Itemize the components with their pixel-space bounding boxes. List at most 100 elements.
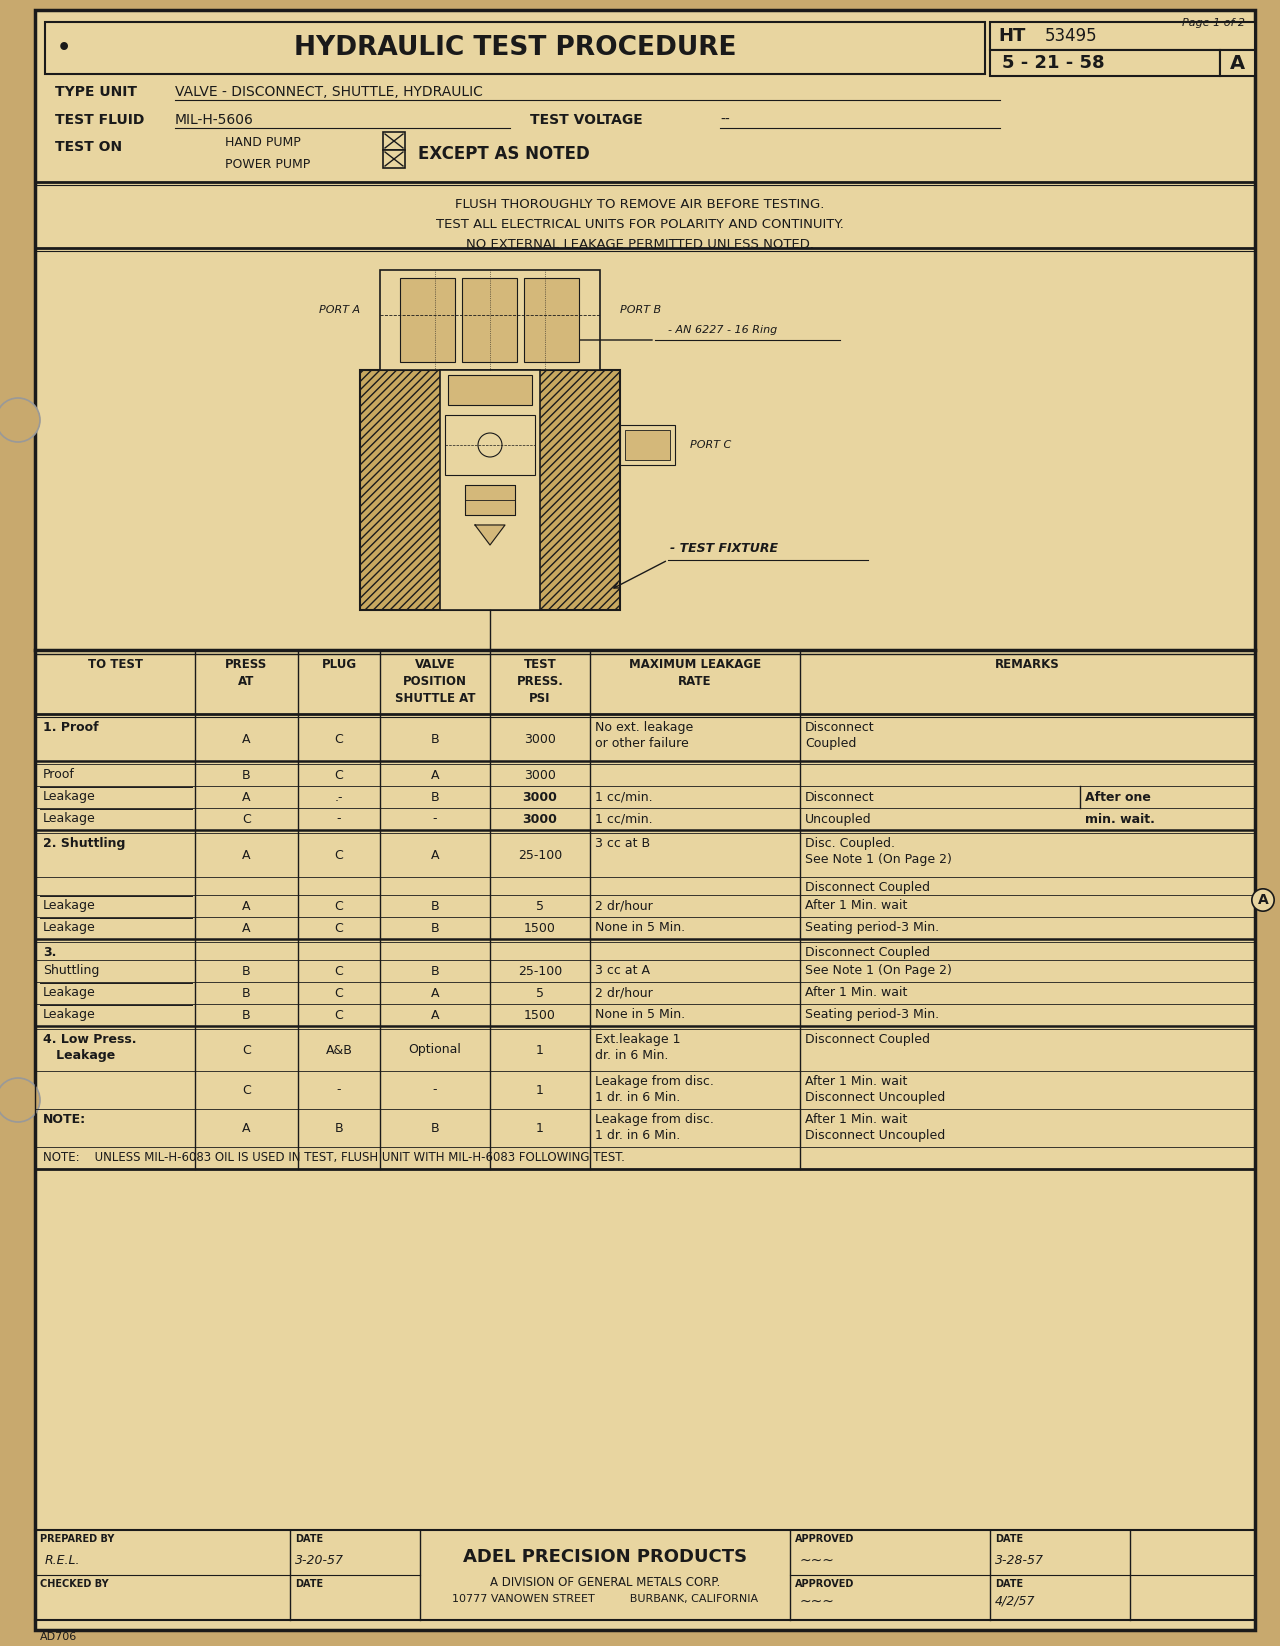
Text: - TEST FIXTURE: - TEST FIXTURE — [669, 542, 778, 555]
Text: 3-28-57: 3-28-57 — [995, 1554, 1044, 1567]
Text: ~~~: ~~~ — [800, 1554, 835, 1567]
Text: No ext. leakage
or other failure: No ext. leakage or other failure — [595, 721, 694, 751]
Text: B: B — [242, 769, 251, 782]
Text: B: B — [430, 965, 439, 978]
Text: -: - — [337, 813, 342, 826]
Text: 3-20-57: 3-20-57 — [294, 1554, 344, 1567]
Text: 2 dr/hour: 2 dr/hour — [595, 986, 653, 999]
Text: After 1 Min. wait
Disconnect Uncoupled: After 1 Min. wait Disconnect Uncoupled — [805, 1113, 945, 1142]
Text: TO TEST: TO TEST — [87, 658, 142, 672]
Text: DATE: DATE — [995, 1534, 1023, 1544]
Bar — [462, 278, 517, 362]
Text: PORT C: PORT C — [690, 439, 731, 449]
Text: Ext.leakage 1
dr. in 6 Min.: Ext.leakage 1 dr. in 6 Min. — [595, 1034, 681, 1062]
Circle shape — [0, 398, 40, 443]
Text: C: C — [334, 922, 343, 935]
Text: A&B: A&B — [325, 1044, 352, 1057]
Text: MAXIMUM LEAKAGE
RATE: MAXIMUM LEAKAGE RATE — [628, 658, 762, 688]
Text: Disconnect Coupled: Disconnect Coupled — [805, 881, 931, 894]
Bar — [399, 278, 454, 362]
Text: .-: .- — [335, 790, 343, 803]
Text: 5 - 21 - 58: 5 - 21 - 58 — [1002, 54, 1105, 72]
Text: 3000: 3000 — [522, 813, 557, 826]
Text: A: A — [242, 922, 251, 935]
Text: NOTE:    UNLESS MIL-H-6083 OIL IS USED IN TEST, FLUSH UNIT WITH MIL-H-6083 FOLLO: NOTE: UNLESS MIL-H-6083 OIL IS USED IN T… — [44, 1151, 625, 1164]
Text: --: -- — [719, 114, 730, 127]
Text: Leakage: Leakage — [44, 790, 96, 803]
Text: None in 5 Min.: None in 5 Min. — [595, 922, 685, 933]
Text: EXCEPT AS NOTED: EXCEPT AS NOTED — [419, 145, 590, 163]
Text: C: C — [334, 899, 343, 912]
Text: Leakage: Leakage — [44, 899, 96, 912]
Text: B: B — [242, 965, 251, 978]
Text: Optional: Optional — [408, 1044, 461, 1057]
Text: 1 cc/min.: 1 cc/min. — [595, 790, 653, 803]
Text: Seating period-3 Min.: Seating period-3 Min. — [805, 922, 940, 933]
Text: AD706: AD706 — [40, 1631, 77, 1643]
Text: Disconnect Coupled: Disconnect Coupled — [805, 946, 931, 960]
Text: VALVE
POSITION
SHUTTLE AT: VALVE POSITION SHUTTLE AT — [394, 658, 475, 704]
Text: CHECKED BY: CHECKED BY — [40, 1579, 109, 1588]
Text: B: B — [430, 732, 439, 746]
Text: ADEL PRECISION PRODUCTS: ADEL PRECISION PRODUCTS — [463, 1547, 748, 1565]
Text: 5: 5 — [536, 986, 544, 999]
Text: MIL-H-5606: MIL-H-5606 — [175, 114, 253, 127]
Text: DATE: DATE — [294, 1534, 323, 1544]
Text: ~~~: ~~~ — [800, 1595, 835, 1608]
Text: 3000: 3000 — [524, 769, 556, 782]
Text: R.E.L.: R.E.L. — [45, 1554, 81, 1567]
Text: A: A — [431, 848, 439, 861]
Text: HT: HT — [998, 26, 1025, 44]
Text: 1: 1 — [536, 1121, 544, 1134]
Text: TEST FLUID: TEST FLUID — [55, 114, 145, 127]
Text: TEST
PRESS.
PSI: TEST PRESS. PSI — [517, 658, 563, 704]
Text: DATE: DATE — [995, 1579, 1023, 1588]
Text: A: A — [431, 769, 439, 782]
Circle shape — [0, 1078, 40, 1123]
Text: C: C — [334, 848, 343, 861]
Text: C: C — [242, 813, 251, 826]
Text: A: A — [431, 1009, 439, 1022]
Bar — [383, 132, 404, 150]
Bar — [524, 278, 579, 362]
Bar — [440, 370, 540, 611]
Text: After one: After one — [1085, 790, 1151, 803]
Text: TEST ON: TEST ON — [55, 140, 122, 155]
Bar — [380, 270, 600, 370]
Text: -: - — [433, 813, 438, 826]
Text: 4. Low Press.
   Leakage: 4. Low Press. Leakage — [44, 1034, 137, 1062]
Text: REMARKS: REMARKS — [995, 658, 1060, 672]
Text: B: B — [242, 986, 251, 999]
Text: See Note 1 (On Page 2): See Note 1 (On Page 2) — [805, 965, 952, 978]
Text: Leakage: Leakage — [44, 811, 96, 825]
Bar — [625, 430, 669, 459]
Text: Leakage: Leakage — [44, 922, 96, 933]
Text: A: A — [242, 732, 251, 746]
Text: B: B — [334, 1121, 343, 1134]
Text: HAND PUMP: HAND PUMP — [225, 135, 301, 148]
Text: PREPARED BY: PREPARED BY — [40, 1534, 114, 1544]
Text: Leakage: Leakage — [44, 1007, 96, 1021]
Text: 3000: 3000 — [522, 790, 557, 803]
Text: B: B — [430, 1121, 439, 1134]
Bar — [989, 21, 1254, 49]
Text: B: B — [430, 899, 439, 912]
Text: After 1 Min. wait: After 1 Min. wait — [805, 899, 908, 912]
Text: FLUSH THOROUGHLY TO REMOVE AIR BEFORE TESTING.
TEST ALL ELECTRICAL UNITS FOR POL: FLUSH THOROUGHLY TO REMOVE AIR BEFORE TE… — [436, 198, 844, 250]
Text: B: B — [242, 1009, 251, 1022]
Text: A DIVISION OF GENERAL METALS CORP.: A DIVISION OF GENERAL METALS CORP. — [490, 1575, 721, 1588]
Text: -: - — [433, 1083, 438, 1096]
Text: Uncoupled: Uncoupled — [805, 813, 872, 826]
Text: A: A — [431, 986, 439, 999]
Text: DATE: DATE — [294, 1579, 323, 1588]
Text: 53495: 53495 — [1044, 26, 1098, 44]
Text: Disc. Coupled.
See Note 1 (On Page 2): Disc. Coupled. See Note 1 (On Page 2) — [805, 838, 952, 866]
Text: C: C — [242, 1044, 251, 1057]
Text: VALVE - DISCONNECT, SHUTTLE, HYDRAULIC: VALVE - DISCONNECT, SHUTTLE, HYDRAULIC — [175, 86, 483, 99]
Text: A: A — [242, 899, 251, 912]
Text: 2 dr/hour: 2 dr/hour — [595, 899, 653, 912]
Bar — [465, 486, 515, 515]
Text: min. wait.: min. wait. — [1085, 813, 1155, 826]
Bar — [1220, 49, 1254, 76]
Text: 1 cc/min.: 1 cc/min. — [595, 811, 653, 825]
